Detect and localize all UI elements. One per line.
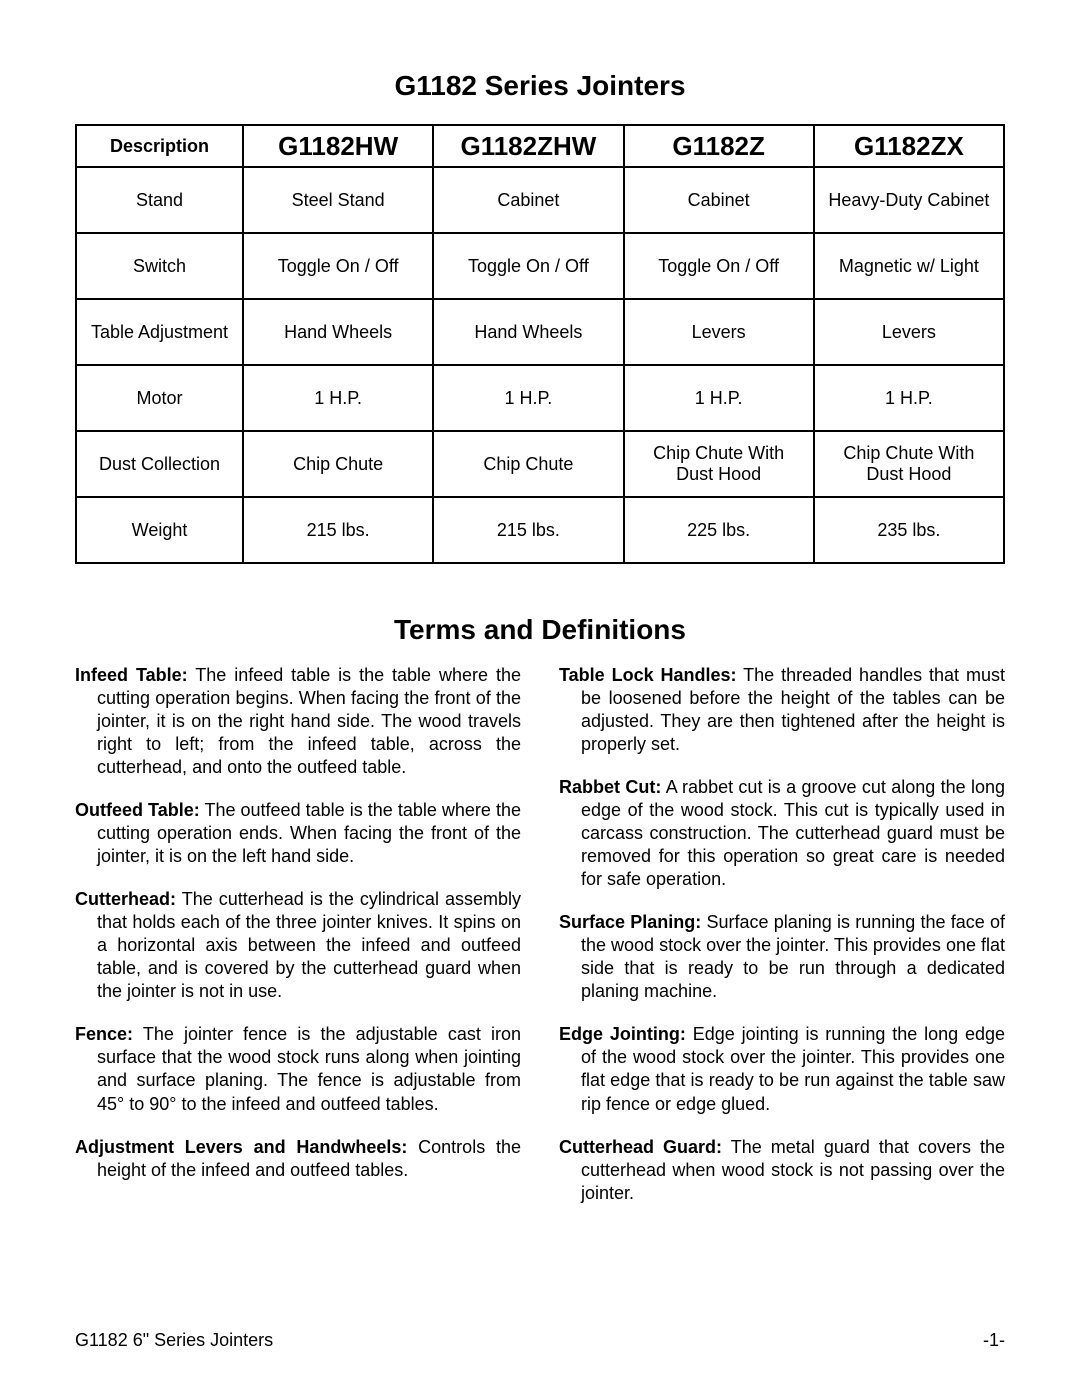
- series-title: G1182 Series Jointers: [75, 70, 1005, 102]
- definition-item: Fence: The jointer fence is the adjustab…: [75, 1023, 521, 1115]
- definition-term: Infeed Table:: [75, 665, 188, 685]
- definition-term: Cutterhead Guard:: [559, 1137, 722, 1157]
- row-label: Motor: [76, 365, 243, 431]
- table-cell: 1 H.P.: [624, 365, 814, 431]
- table-cell: Cabinet: [624, 167, 814, 233]
- table-row: StandSteel StandCabinetCabinetHeavy-Duty…: [76, 167, 1004, 233]
- table-cell: Chip Chute: [433, 431, 623, 497]
- definition-item: Cutterhead: The cutterhead is the cylind…: [75, 888, 521, 1003]
- table-cell: 225 lbs.: [624, 497, 814, 563]
- definitions-left-column: Infeed Table: The infeed table is the ta…: [75, 664, 521, 1225]
- comparison-table: Description G1182HW G1182ZHW G1182Z G118…: [75, 124, 1005, 564]
- table-cell: Cabinet: [433, 167, 623, 233]
- definition-term: Surface Planing:: [559, 912, 701, 932]
- table-cell: Chip Chute: [243, 431, 433, 497]
- table-cell: Toggle On / Off: [433, 233, 623, 299]
- table-body: StandSteel StandCabinetCabinetHeavy-Duty…: [76, 167, 1004, 563]
- definition-term: Fence:: [75, 1024, 133, 1044]
- definition-item: Table Lock Handles: The threaded handles…: [559, 664, 1005, 756]
- table-row: Dust CollectionChip ChuteChip ChuteChip …: [76, 431, 1004, 497]
- table-cell: Magnetic w/ Light: [814, 233, 1004, 299]
- table-cell: Steel Stand: [243, 167, 433, 233]
- table-cell: Heavy-Duty Cabinet: [814, 167, 1004, 233]
- table-row: Motor1 H.P.1 H.P.1 H.P.1 H.P.: [76, 365, 1004, 431]
- definition-term: Rabbet Cut:: [559, 777, 661, 797]
- table-cell: Chip Chute WithDust Hood: [814, 431, 1004, 497]
- definition-item: Infeed Table: The infeed table is the ta…: [75, 664, 521, 779]
- definition-term: Outfeed Table:: [75, 800, 200, 820]
- definition-item: Surface Planing: Surface planing is runn…: [559, 911, 1005, 1003]
- footer-right-text: -1-: [983, 1330, 1005, 1351]
- definition-item: Edge Jointing: Edge jointing is running …: [559, 1023, 1005, 1115]
- definition-term: Adjustment Levers and Handwheels:: [75, 1137, 407, 1157]
- header-model-1: G1182ZHW: [433, 125, 623, 167]
- table-cell: Levers: [814, 299, 1004, 365]
- definitions-right-column: Table Lock Handles: The threaded handles…: [559, 664, 1005, 1225]
- header-description: Description: [76, 125, 243, 167]
- definition-item: Adjustment Levers and Handwheels: Contro…: [75, 1136, 521, 1182]
- definitions-columns: Infeed Table: The infeed table is the ta…: [75, 664, 1005, 1225]
- table-cell: 235 lbs.: [814, 497, 1004, 563]
- table-cell: Hand Wheels: [243, 299, 433, 365]
- table-cell: 1 H.P.: [243, 365, 433, 431]
- definition-item: Outfeed Table: The outfeed table is the …: [75, 799, 521, 868]
- table-cell: Hand Wheels: [433, 299, 623, 365]
- header-model-2: G1182Z: [624, 125, 814, 167]
- table-cell: 215 lbs.: [243, 497, 433, 563]
- table-cell: Toggle On / Off: [243, 233, 433, 299]
- header-model-3: G1182ZX: [814, 125, 1004, 167]
- header-model-0: G1182HW: [243, 125, 433, 167]
- row-label: Weight: [76, 497, 243, 563]
- table-row: Table AdjustmentHand WheelsHand WheelsLe…: [76, 299, 1004, 365]
- table-cell: 1 H.P.: [433, 365, 623, 431]
- definitions-title: Terms and Definitions: [75, 614, 1005, 646]
- definition-text: The jointer fence is the adjustable cast…: [97, 1024, 521, 1113]
- table-header-row: Description G1182HW G1182ZHW G1182Z G118…: [76, 125, 1004, 167]
- page-footer: G1182 6" Series Jointers -1-: [75, 1330, 1005, 1351]
- row-label: Table Adjustment: [76, 299, 243, 365]
- row-label: Switch: [76, 233, 243, 299]
- table-cell: Toggle On / Off: [624, 233, 814, 299]
- table-cell: 215 lbs.: [433, 497, 623, 563]
- table-cell: 1 H.P.: [814, 365, 1004, 431]
- table-row: Weight215 lbs.215 lbs.225 lbs.235 lbs.: [76, 497, 1004, 563]
- definition-item: Cutterhead Guard: The metal guard that c…: [559, 1136, 1005, 1205]
- row-label: Dust Collection: [76, 431, 243, 497]
- definition-term: Edge Jointing:: [559, 1024, 686, 1044]
- definition-term: Table Lock Handles:: [559, 665, 737, 685]
- table-cell: Levers: [624, 299, 814, 365]
- table-row: SwitchToggle On / OffToggle On / OffTogg…: [76, 233, 1004, 299]
- definition-item: Rabbet Cut: A rabbet cut is a groove cut…: [559, 776, 1005, 891]
- definition-term: Cutterhead:: [75, 889, 176, 909]
- footer-left-text: G1182 6" Series Jointers: [75, 1330, 273, 1351]
- row-label: Stand: [76, 167, 243, 233]
- table-cell: Chip Chute WithDust Hood: [624, 431, 814, 497]
